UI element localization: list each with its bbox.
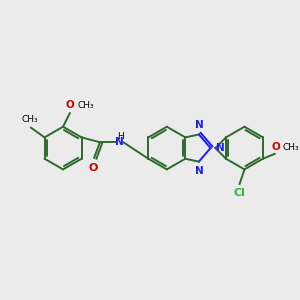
- Text: CH₃: CH₃: [282, 143, 299, 152]
- Text: N: N: [115, 137, 123, 147]
- Text: N: N: [216, 143, 225, 153]
- Text: N: N: [196, 167, 204, 176]
- Text: O: O: [65, 100, 74, 110]
- Text: Cl: Cl: [234, 188, 246, 198]
- Text: CH₃: CH₃: [78, 101, 94, 110]
- Text: H: H: [117, 132, 124, 141]
- Text: O: O: [271, 142, 280, 152]
- Text: CH₃: CH₃: [22, 115, 38, 124]
- Text: O: O: [88, 163, 98, 172]
- Text: N: N: [196, 120, 204, 130]
